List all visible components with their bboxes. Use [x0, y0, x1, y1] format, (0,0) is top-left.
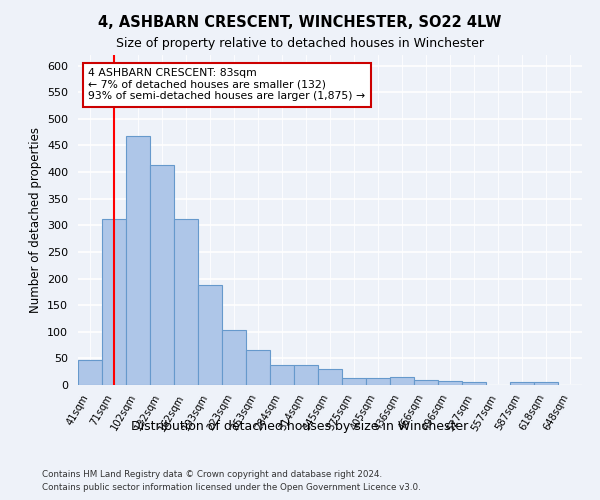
Bar — [342, 378, 366, 385]
Text: 4 ASHBARN CRESCENT: 83sqm
← 7% of detached houses are smaller (132)
93% of semi-: 4 ASHBARN CRESCENT: 83sqm ← 7% of detach… — [88, 68, 365, 102]
Bar — [366, 378, 390, 385]
Bar — [438, 380, 462, 385]
Bar — [126, 136, 150, 385]
Bar — [198, 285, 222, 385]
Text: Contains public sector information licensed under the Open Government Licence v3: Contains public sector information licen… — [42, 484, 421, 492]
Bar — [78, 360, 102, 385]
Y-axis label: Number of detached properties: Number of detached properties — [29, 127, 41, 313]
Bar — [318, 368, 342, 385]
Bar — [390, 377, 414, 385]
Bar — [414, 380, 438, 385]
Text: Distribution of detached houses by size in Winchester: Distribution of detached houses by size … — [131, 420, 469, 433]
Bar — [510, 382, 534, 385]
Bar — [102, 219, 126, 385]
Bar — [150, 165, 174, 385]
Bar — [534, 382, 558, 385]
Text: 4, ASHBARN CRESCENT, WINCHESTER, SO22 4LW: 4, ASHBARN CRESCENT, WINCHESTER, SO22 4L… — [98, 15, 502, 30]
Text: Size of property relative to detached houses in Winchester: Size of property relative to detached ho… — [116, 38, 484, 51]
Bar — [462, 382, 486, 385]
Bar — [294, 365, 318, 385]
Bar — [174, 219, 198, 385]
Bar — [270, 365, 294, 385]
Bar — [222, 330, 246, 385]
Bar — [246, 350, 270, 385]
Text: Contains HM Land Registry data © Crown copyright and database right 2024.: Contains HM Land Registry data © Crown c… — [42, 470, 382, 479]
